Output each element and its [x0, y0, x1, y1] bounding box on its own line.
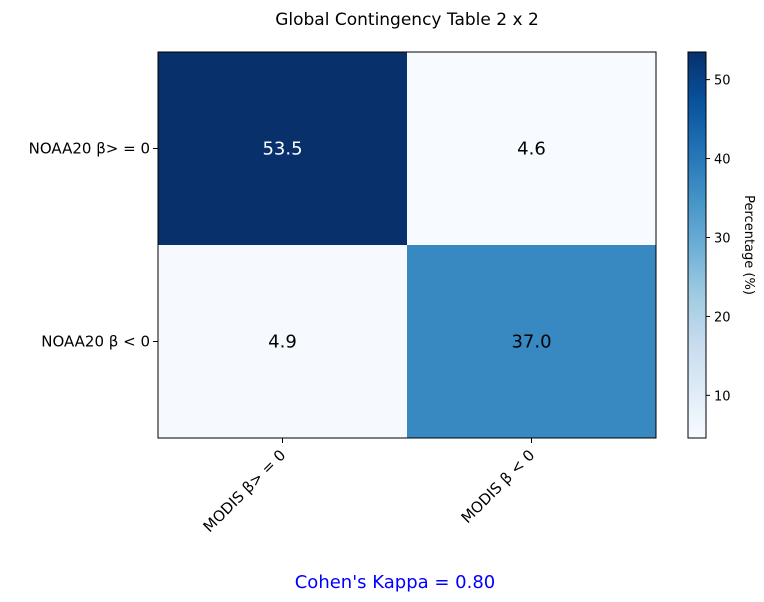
heatmap-cell	[158, 245, 407, 438]
colorbar-tick-label: 50	[714, 74, 731, 89]
cell-value-label: 4.9	[268, 332, 297, 353]
colorbar-tick-label: 30	[714, 232, 731, 247]
colorbar-tick-label: 10	[714, 389, 731, 404]
chart-title: Global Contingency Table 2 x 2	[275, 10, 539, 30]
colorbar: 10 20 30 40 50 Percentage (%)	[687, 51, 756, 439]
y-tick-label: NOAA20 β> = 0	[29, 140, 150, 158]
y-tick-label: NOAA20 β < 0	[41, 333, 150, 351]
cell-value-label: 53.5	[262, 139, 302, 160]
heatmap-cells	[158, 52, 656, 438]
colorbar-gradient	[687, 51, 707, 439]
heatmap-cell	[407, 245, 656, 438]
x-tick-labels: MODIS β> = 0 MODIS β < 0	[200, 438, 539, 536]
x-tick-label: MODIS β < 0	[458, 446, 539, 527]
heatmap-cell	[158, 52, 407, 245]
cell-value-label: 4.6	[517, 139, 546, 160]
colorbar-tick-label: 40	[714, 153, 731, 168]
colorbar-tick-label: 20	[714, 310, 731, 325]
plot-frame	[157, 51, 657, 439]
colorbar-ticks: 10 20 30 40 50	[706, 74, 731, 404]
colorbar-label: Percentage (%)	[741, 195, 756, 295]
cell-value-label: 37.0	[511, 332, 551, 353]
x-tick-label: MODIS β> = 0	[200, 446, 290, 536]
heatmap-value-labels: 53.5 4.6 4.9 37.0	[262, 139, 551, 353]
kappa-annotation: Cohen's Kappa = 0.80	[295, 572, 496, 593]
y-tick-labels: NOAA20 β> = 0 NOAA20 β < 0	[29, 140, 158, 351]
heatmap-cell	[407, 52, 656, 245]
